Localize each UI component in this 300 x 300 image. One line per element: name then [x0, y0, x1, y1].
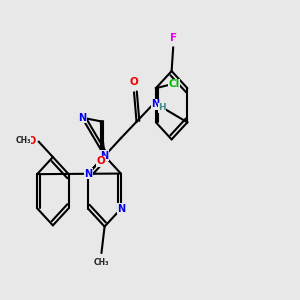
Text: H: H	[158, 103, 166, 112]
Text: N: N	[151, 99, 159, 109]
Text: N: N	[100, 151, 109, 161]
Text: CH₃: CH₃	[15, 136, 31, 145]
Text: N: N	[117, 204, 125, 214]
Text: CH₃: CH₃	[94, 258, 109, 267]
Text: N: N	[79, 112, 87, 123]
Text: O: O	[130, 77, 138, 87]
Text: F: F	[169, 33, 177, 43]
Text: O: O	[28, 136, 36, 146]
Text: Cl: Cl	[168, 79, 180, 89]
Text: N: N	[84, 169, 92, 178]
Text: O: O	[96, 156, 105, 167]
